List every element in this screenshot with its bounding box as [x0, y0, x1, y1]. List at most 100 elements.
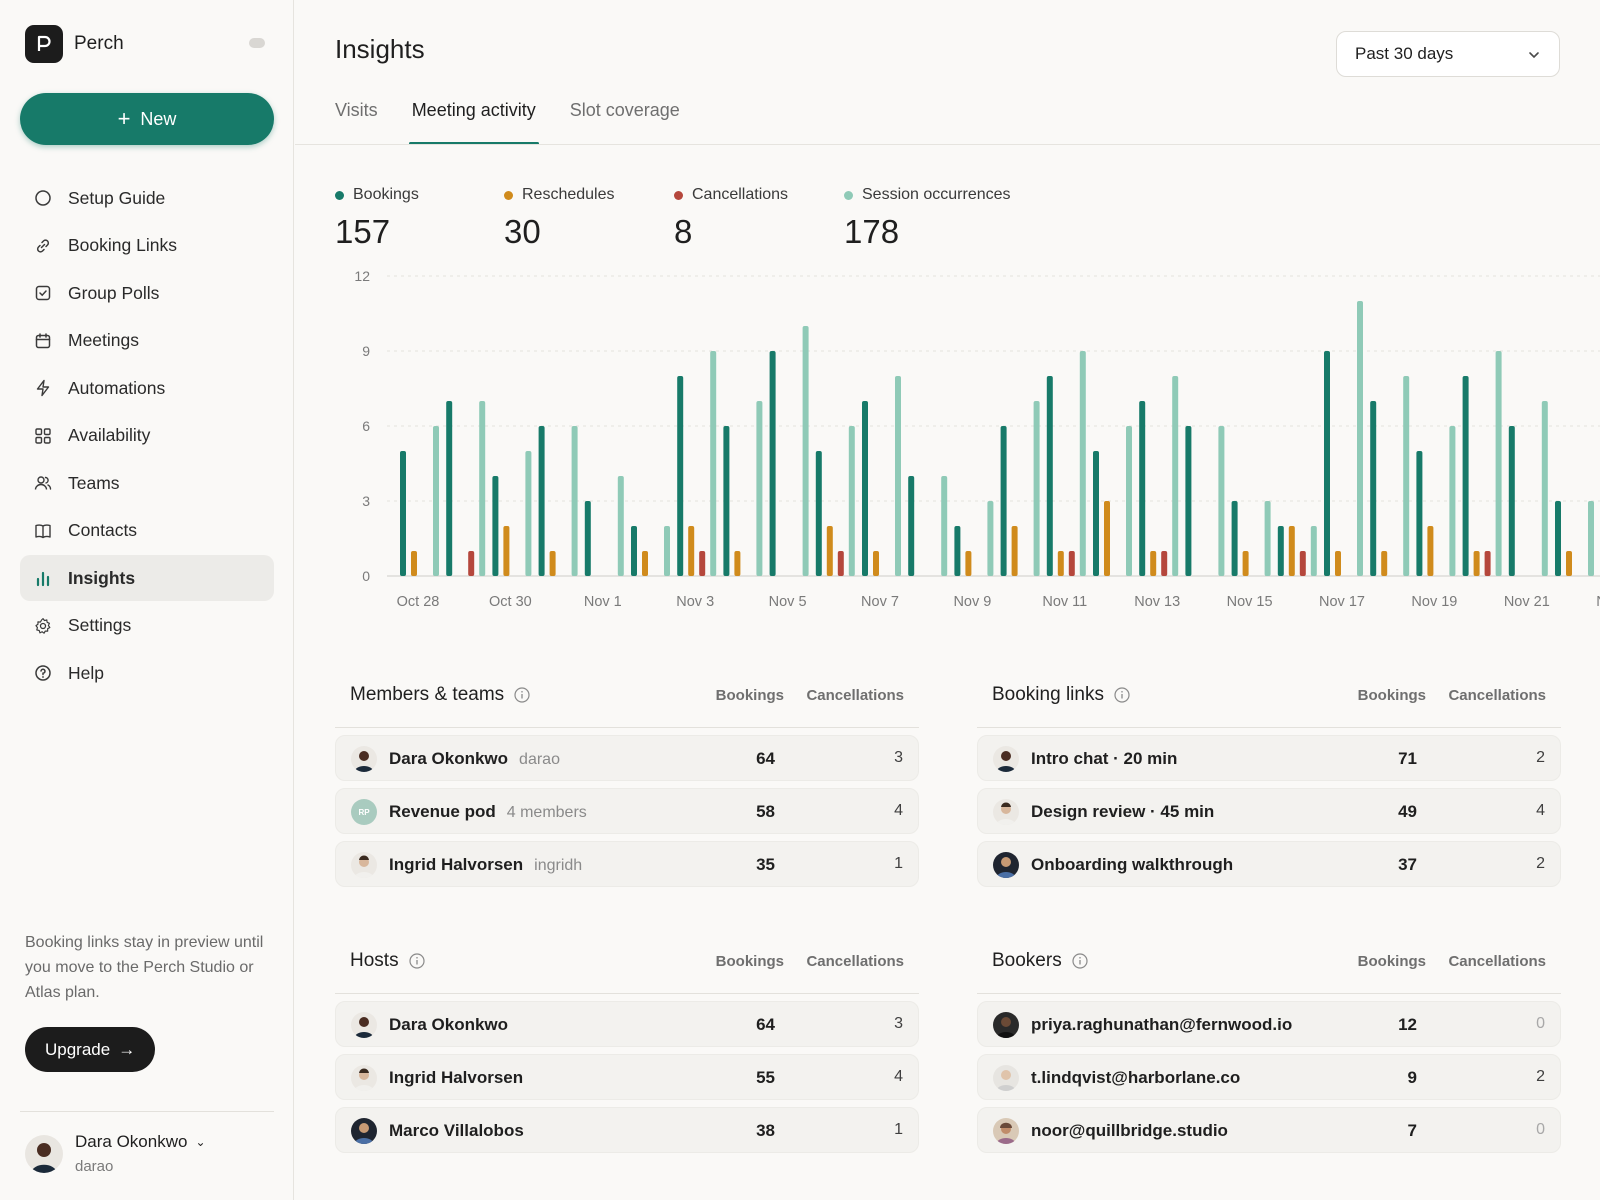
checkbox-icon	[34, 284, 52, 302]
sidebar-item-insights[interactable]: Insights	[20, 555, 274, 601]
users-icon	[34, 474, 52, 492]
row-handle: ingridh	[534, 857, 583, 874]
tabs-divider	[295, 144, 1600, 145]
x-tick-label: Oct 28	[397, 594, 440, 610]
chart-bar-bookings	[631, 526, 637, 576]
new-button[interactable]: + New	[20, 93, 274, 145]
table-row[interactable]: Ingrid Halvorsen 55 4	[335, 1054, 919, 1100]
sidebar-item-label: Booking Links	[68, 235, 177, 255]
chart-bar-reschedules	[1288, 526, 1295, 576]
column-header-cancellations: Cancellations	[806, 687, 904, 704]
kpi-value: 157	[335, 213, 391, 250]
chart-bar-reschedules	[1011, 526, 1018, 576]
row-handle: darao	[519, 751, 560, 768]
chart-bar-reschedules	[1104, 501, 1110, 576]
row-name: priya.raghunathan@fernwood.io	[1031, 1015, 1293, 1034]
date-range-select[interactable]: Past 30 days	[1336, 31, 1560, 77]
chart-bar-session-occurrences	[710, 351, 717, 576]
avatar	[351, 1118, 377, 1144]
sidebar-item-settings[interactable]: Settings	[20, 603, 274, 649]
row-cancellations: 2	[1536, 855, 1545, 872]
info-icon[interactable]	[1114, 687, 1130, 703]
chart-bar-bookings	[862, 401, 868, 576]
chart-bar-bookings	[1139, 401, 1146, 576]
row-name: Onboarding walkthrough	[1031, 855, 1234, 874]
chart-bar-session-occurrences	[1218, 426, 1225, 576]
sidebar-item-contacts[interactable]: Contacts	[20, 508, 274, 554]
table-row[interactable]: Ingrid Halvorsen ingridh 35 1	[335, 841, 919, 887]
sidebar-item-label: Help	[68, 662, 104, 683]
y-tick-label: 3	[362, 493, 370, 509]
table-row[interactable]: RP Revenue pod 4 members 58 4	[335, 788, 919, 834]
column-header-cancellations: Cancellations	[806, 953, 904, 970]
chart-bar-cancellations	[1484, 551, 1491, 576]
sidebar-item-setup-guide[interactable]: Setup Guide	[20, 175, 274, 221]
chart-bar-session-occurrences	[756, 401, 763, 576]
sidebar: Perch + New Setup Guide Booking Links Gr…	[0, 0, 294, 1200]
user-menu[interactable]: Dara Okonkwo ⌄ darao	[25, 1132, 206, 1175]
chart-bar-reschedules	[411, 551, 417, 576]
chart-bar-session-occurrences	[664, 526, 670, 576]
sidebar-item-booking-links[interactable]: Booking Links	[20, 223, 274, 269]
avatar	[993, 1118, 1019, 1144]
chart-bar-session-occurrences	[802, 326, 809, 576]
chart-bar-bookings	[492, 476, 499, 576]
tab-meeting-activity[interactable]: Meeting activity	[408, 100, 539, 145]
calendar-icon	[34, 332, 52, 350]
upgrade-button-label: Upgrade	[45, 1039, 111, 1059]
chart-bar-bookings	[1416, 451, 1423, 576]
user-handle: darao	[75, 1158, 114, 1175]
avatar	[351, 746, 377, 772]
table-row[interactable]: Design review · 45 min 49 4	[977, 788, 1561, 834]
row-bookings: 12	[1398, 1015, 1417, 1034]
info-icon[interactable]	[408, 953, 425, 969]
sidebar-item-meetings[interactable]: Meetings	[20, 318, 274, 364]
row-name: Dara Okonkwo	[389, 1015, 509, 1034]
column-header-bookings: Bookings	[715, 953, 784, 970]
sidebar-toggle[interactable]	[249, 38, 265, 48]
kpi-label: Session occurrences	[862, 186, 1011, 203]
chart-bar-bookings	[1277, 526, 1284, 576]
chart-bar-bookings	[1231, 501, 1238, 576]
tab-visits[interactable]: Visits	[335, 100, 378, 120]
row-name: Ingrid Halvorsen	[389, 1068, 524, 1087]
plus-icon: +	[117, 106, 131, 131]
sidebar-item-help[interactable]: Help	[20, 650, 274, 696]
tab-slot-coverage[interactable]: Slot coverage	[569, 100, 680, 120]
table-row[interactable]: t.lindqvist@harborlane.co 9 2	[977, 1054, 1561, 1100]
sidebar-item-teams[interactable]: Teams	[20, 460, 274, 506]
table-row[interactable]: noor@quillbridge.studio 7 0	[977, 1107, 1561, 1153]
table-row[interactable]: Dara Okonkwo darao 64 3	[335, 735, 919, 781]
chart-bar-session-occurrences	[617, 476, 624, 576]
chart-bar-session-occurrences	[895, 376, 901, 576]
chart-bar-reschedules	[1381, 551, 1388, 576]
table-row[interactable]: priya.raghunathan@fernwood.io 12 0	[977, 1001, 1561, 1047]
avatar	[25, 1134, 63, 1173]
chart-bar-bookings	[446, 401, 453, 576]
chart-bar-reschedules	[1150, 551, 1157, 576]
main-content: Insights Past 30 days Visits Meeting act…	[295, 0, 1600, 1200]
info-icon[interactable]	[514, 687, 530, 703]
chart-bar-bookings	[908, 476, 915, 576]
row-cancellations: 3	[894, 1015, 903, 1032]
chart-bar-bookings	[584, 501, 591, 576]
table-row[interactable]: Intro chat · 20 min 71 2	[977, 735, 1561, 781]
row-bookings: 64	[756, 1015, 775, 1034]
sidebar-item-automations[interactable]: Automations	[20, 365, 274, 411]
chart-bar-bookings	[1324, 351, 1330, 576]
row-member-count: 4 members	[506, 804, 587, 821]
table-row[interactable]: Onboarding walkthrough 37 2	[977, 841, 1561, 887]
table-row[interactable]: Dara Okonkwo 64 3	[335, 1001, 919, 1047]
table-row[interactable]: Marco Villalobos 38 1	[335, 1107, 919, 1153]
brand[interactable]: Perch	[25, 25, 124, 63]
sidebar-item-availability[interactable]: Availability	[20, 413, 274, 459]
info-icon[interactable]	[1072, 953, 1088, 969]
avatar	[993, 1065, 1019, 1091]
panel-title: Booking links	[992, 684, 1104, 705]
row-cancellations: 2	[1536, 749, 1545, 766]
sidebar-item-group-polls[interactable]: Group Polls	[20, 270, 274, 316]
upgrade-button[interactable]: Upgrade →	[25, 1027, 156, 1072]
chart-bar-session-occurrences	[525, 451, 532, 576]
chart-bar-cancellations	[1161, 551, 1168, 576]
chart-bar-reschedules	[688, 526, 695, 576]
